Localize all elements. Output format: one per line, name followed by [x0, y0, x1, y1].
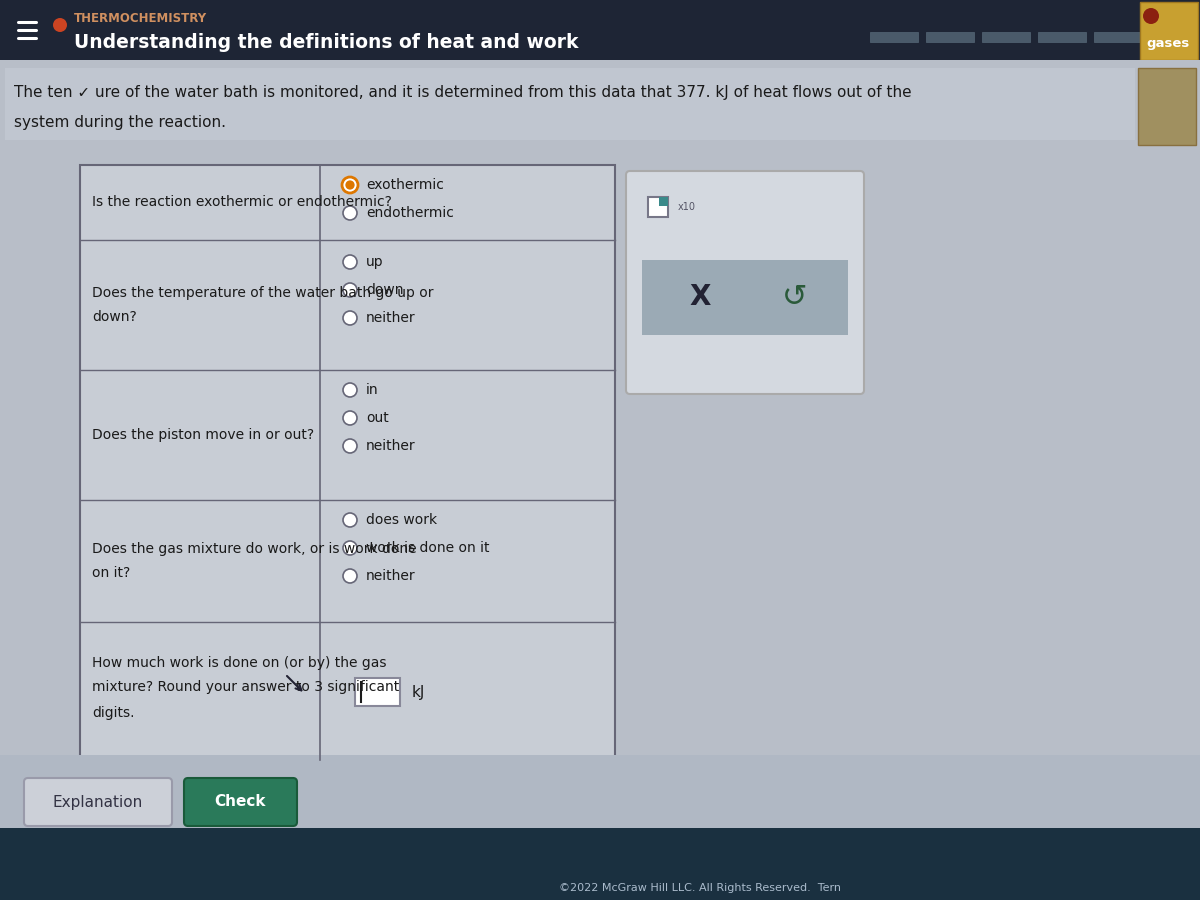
- FancyBboxPatch shape: [0, 60, 1200, 900]
- Text: exothermic: exothermic: [366, 178, 444, 192]
- Text: on it?: on it?: [92, 566, 131, 580]
- Circle shape: [343, 255, 358, 269]
- Text: system during the reaction.: system during the reaction.: [14, 114, 226, 130]
- Text: neither: neither: [366, 311, 415, 325]
- Text: Does the temperature of the water bath go up or: Does the temperature of the water bath g…: [92, 286, 433, 300]
- Text: digits.: digits.: [92, 706, 134, 720]
- Circle shape: [343, 383, 358, 397]
- FancyBboxPatch shape: [659, 197, 668, 206]
- Circle shape: [342, 177, 358, 193]
- FancyBboxPatch shape: [355, 678, 400, 706]
- Text: endothermic: endothermic: [366, 206, 454, 220]
- Circle shape: [343, 311, 358, 325]
- Text: THERMOCHEMISTRY: THERMOCHEMISTRY: [74, 12, 208, 24]
- Text: Does the gas mixture do work, or is work done: Does the gas mixture do work, or is work…: [92, 542, 416, 556]
- FancyBboxPatch shape: [24, 778, 172, 826]
- Text: Understanding the definitions of heat and work: Understanding the definitions of heat an…: [74, 32, 578, 51]
- Circle shape: [346, 180, 355, 190]
- Circle shape: [53, 18, 67, 32]
- Text: neither: neither: [366, 569, 415, 583]
- Text: work is done on it: work is done on it: [366, 541, 490, 555]
- FancyBboxPatch shape: [80, 165, 616, 760]
- Text: does work: does work: [366, 513, 437, 527]
- FancyBboxPatch shape: [648, 197, 668, 217]
- Text: gases: gases: [1146, 37, 1189, 50]
- Text: kJ: kJ: [412, 685, 425, 699]
- Text: x10: x10: [678, 202, 696, 212]
- FancyBboxPatch shape: [926, 32, 974, 42]
- Text: down?: down?: [92, 310, 137, 324]
- Text: in: in: [366, 383, 379, 397]
- Circle shape: [343, 439, 358, 453]
- Text: Check: Check: [215, 795, 265, 809]
- Text: mixture? Round your answer to 3 significant: mixture? Round your answer to 3 signific…: [92, 680, 400, 694]
- Circle shape: [343, 541, 358, 555]
- Circle shape: [1142, 8, 1159, 24]
- Text: The ten ✓ ure of the water bath is monitored, and it is determined from this dat: The ten ✓ ure of the water bath is monit…: [14, 85, 912, 100]
- Circle shape: [343, 513, 358, 527]
- FancyBboxPatch shape: [982, 32, 1030, 42]
- Text: How much work is done on (or by) the gas: How much work is done on (or by) the gas: [92, 656, 386, 670]
- FancyBboxPatch shape: [5, 68, 1135, 140]
- Text: Is the reaction exothermic or endothermic?: Is the reaction exothermic or endothermi…: [92, 195, 392, 210]
- Text: X: X: [689, 283, 710, 311]
- Circle shape: [343, 411, 358, 425]
- Text: Does the piston move in or out?: Does the piston move in or out?: [92, 428, 314, 442]
- FancyBboxPatch shape: [184, 778, 298, 826]
- Text: ©2022 McGraw Hill LLC. All Rights Reserved.  Tern: ©2022 McGraw Hill LLC. All Rights Reserv…: [559, 883, 841, 893]
- FancyBboxPatch shape: [1140, 2, 1198, 60]
- Circle shape: [343, 206, 358, 220]
- Text: neither: neither: [366, 439, 415, 453]
- Text: up: up: [366, 255, 384, 269]
- Circle shape: [343, 569, 358, 583]
- FancyBboxPatch shape: [1038, 32, 1086, 42]
- FancyBboxPatch shape: [0, 0, 1200, 60]
- Circle shape: [343, 283, 358, 297]
- Text: down: down: [366, 283, 403, 297]
- FancyBboxPatch shape: [1094, 32, 1142, 42]
- Text: out: out: [366, 411, 389, 425]
- Text: Explanation: Explanation: [53, 795, 143, 809]
- FancyBboxPatch shape: [0, 755, 1200, 830]
- Text: ↺: ↺: [782, 283, 808, 311]
- FancyBboxPatch shape: [1138, 68, 1196, 145]
- FancyBboxPatch shape: [870, 32, 918, 42]
- FancyBboxPatch shape: [626, 171, 864, 394]
- FancyBboxPatch shape: [0, 828, 1200, 900]
- FancyBboxPatch shape: [642, 260, 848, 335]
